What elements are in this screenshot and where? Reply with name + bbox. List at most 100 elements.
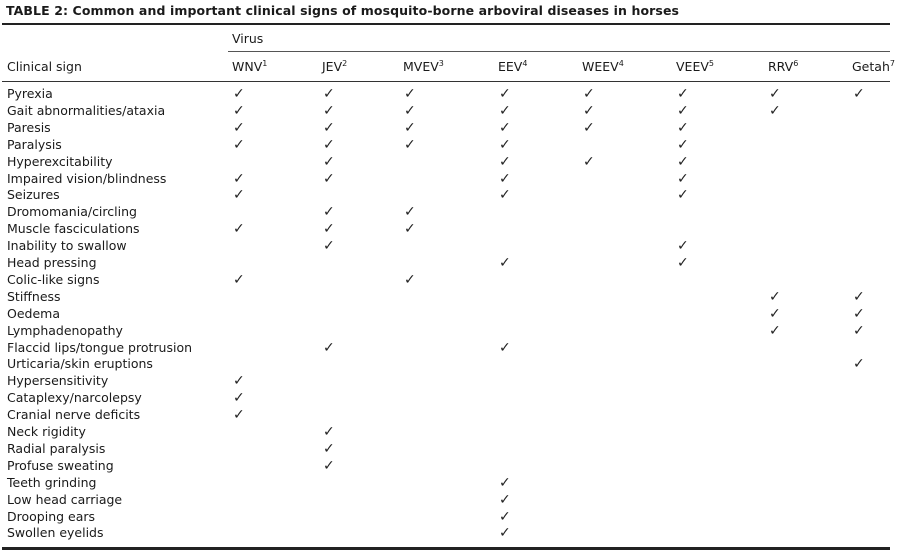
clinical-sign-label: Dromomania/circling: [7, 204, 137, 220]
checkmark-icon: ✓: [769, 322, 781, 339]
checkmark-icon: ✓: [323, 170, 335, 187]
column-header-label: WEEV: [582, 59, 619, 74]
column-header-label: MVEV: [403, 59, 439, 74]
checkmark-icon: ✓: [323, 221, 335, 238]
checkmark-icon: ✓: [404, 271, 416, 288]
checkmark-icon: ✓: [499, 525, 511, 542]
virus-group-rule: [228, 51, 890, 52]
checkmark-icon: ✓: [404, 86, 416, 102]
clinical-sign-label: Low head carriage: [7, 491, 123, 507]
column-header-jev: JEV2: [322, 59, 347, 74]
checkmark-icon: ✓: [583, 153, 595, 170]
checkmark-icon: ✓: [404, 221, 416, 238]
clinical-sign-label: Pyrexia: [7, 86, 53, 101]
checkmark-icon: ✓: [323, 238, 335, 255]
column-header-footnote-marker: 5: [708, 59, 714, 68]
checkmark-icon: ✓: [583, 119, 595, 136]
header-rule: [2, 81, 890, 82]
column-header-label: VEEV: [676, 59, 709, 74]
clinical-sign-label: Cranial nerve deficits: [7, 407, 141, 423]
clinical-sign-label: Neck rigidity: [7, 424, 86, 439]
checkmark-icon: ✓: [499, 153, 511, 170]
table-title: TABLE 2: Common and important clinical s…: [6, 3, 680, 18]
checkmark-icon: ✓: [853, 86, 865, 102]
checkmark-icon: ✓: [677, 187, 689, 204]
checkmark-icon: ✓: [853, 322, 865, 339]
column-header-weev: WEEV4: [582, 59, 624, 74]
checkmark-icon: ✓: [404, 204, 416, 221]
checkmark-icon: ✓: [323, 119, 335, 136]
checkmark-icon: ✓: [233, 102, 245, 119]
checkmark-icon: ✓: [323, 339, 335, 356]
column-header-label: WNV: [232, 59, 263, 74]
top-rule: [2, 23, 890, 25]
checkmark-icon: ✓: [499, 491, 511, 508]
checkmark-icon: ✓: [404, 136, 416, 153]
checkmark-icon: ✓: [233, 86, 245, 102]
checkmark-icon: ✓: [323, 204, 335, 221]
checkmark-icon: ✓: [499, 187, 511, 204]
clinical-sign-header: Clinical sign: [7, 59, 82, 74]
clinical-sign-label: Colic-like signs: [7, 271, 100, 287]
checkmark-icon: ✓: [677, 255, 689, 271]
column-header-label: RRV: [768, 59, 794, 74]
checkmark-icon: ✓: [677, 238, 689, 255]
checkmark-icon: ✓: [233, 221, 245, 238]
column-header-veev: VEEV5: [676, 59, 714, 74]
checkmark-icon: ✓: [499, 102, 511, 119]
column-header-footnote-marker: 2: [342, 59, 348, 68]
checkmark-icon: ✓: [853, 356, 865, 373]
clinical-sign-label: Teeth grinding: [7, 474, 97, 490]
checkmark-icon: ✓: [323, 440, 335, 457]
checkmark-icon: ✓: [499, 339, 511, 356]
checkmark-icon: ✓: [323, 457, 335, 474]
checkmark-icon: ✓: [853, 288, 865, 305]
clinical-sign-label: Muscle fasciculations: [7, 221, 140, 237]
clinical-sign-label: Radial paralysis: [7, 440, 106, 456]
checkmark-icon: ✓: [677, 153, 689, 170]
clinical-sign-label: Stiffness: [7, 288, 61, 304]
column-header-footnote-marker: 1: [262, 59, 268, 68]
clinical-sign-label: Cataplexy/narcolepsy: [7, 390, 142, 406]
checkmark-icon: ✓: [583, 102, 595, 119]
column-header-footnote-marker: 3: [438, 59, 444, 68]
column-header-label: EEV: [498, 59, 523, 74]
column-header-label: JEV: [322, 59, 343, 74]
checkmark-icon: ✓: [233, 390, 245, 407]
checkmark-icon: ✓: [583, 86, 595, 102]
checkmark-icon: ✓: [499, 136, 511, 153]
column-header-footnote-marker: 4: [618, 59, 624, 68]
checkmark-icon: ✓: [499, 86, 511, 102]
clinical-sign-label: Flaccid lips/tongue protrusion: [7, 339, 193, 355]
checkmark-icon: ✓: [769, 86, 781, 102]
virus-group-header: Virus: [232, 31, 264, 46]
checkmark-icon: ✓: [323, 153, 335, 170]
clinical-sign-label: Lymphadenopathy: [7, 322, 123, 338]
column-header-footnote-marker: 4: [522, 59, 528, 68]
checkmark-icon: ✓: [499, 474, 511, 491]
checkmark-icon: ✓: [233, 407, 245, 424]
checkmark-icon: ✓: [233, 373, 245, 390]
checkmark-icon: ✓: [499, 508, 511, 525]
column-header-label: Getah: [852, 59, 890, 74]
column-header-getah: Getah7: [852, 59, 895, 74]
checkmark-icon: ✓: [853, 305, 865, 322]
column-header-mvev: MVEV3: [403, 59, 444, 74]
checkmark-icon: ✓: [404, 119, 416, 136]
checkmark-icon: ✓: [499, 119, 511, 136]
checkmark-icon: ✓: [677, 102, 689, 119]
column-header-wnv: WNV1: [232, 59, 267, 74]
bottom-rule: [2, 547, 890, 550]
checkmark-icon: ✓: [677, 119, 689, 136]
clinical-sign-label: Hypersensitivity: [7, 373, 109, 389]
column-header-eev: EEV4: [498, 59, 527, 74]
checkmark-icon: ✓: [323, 136, 335, 153]
clinical-sign-label: Impaired vision/blindness: [7, 170, 167, 186]
checkmark-icon: ✓: [499, 170, 511, 187]
column-header-footnote-marker: 7: [889, 59, 895, 68]
checkmark-icon: ✓: [769, 102, 781, 119]
checkmark-icon: ✓: [233, 271, 245, 288]
checkmark-icon: ✓: [323, 86, 335, 102]
clinical-sign-label: Profuse sweating: [7, 457, 114, 473]
clinical-sign-label: Paralysis: [7, 136, 62, 152]
